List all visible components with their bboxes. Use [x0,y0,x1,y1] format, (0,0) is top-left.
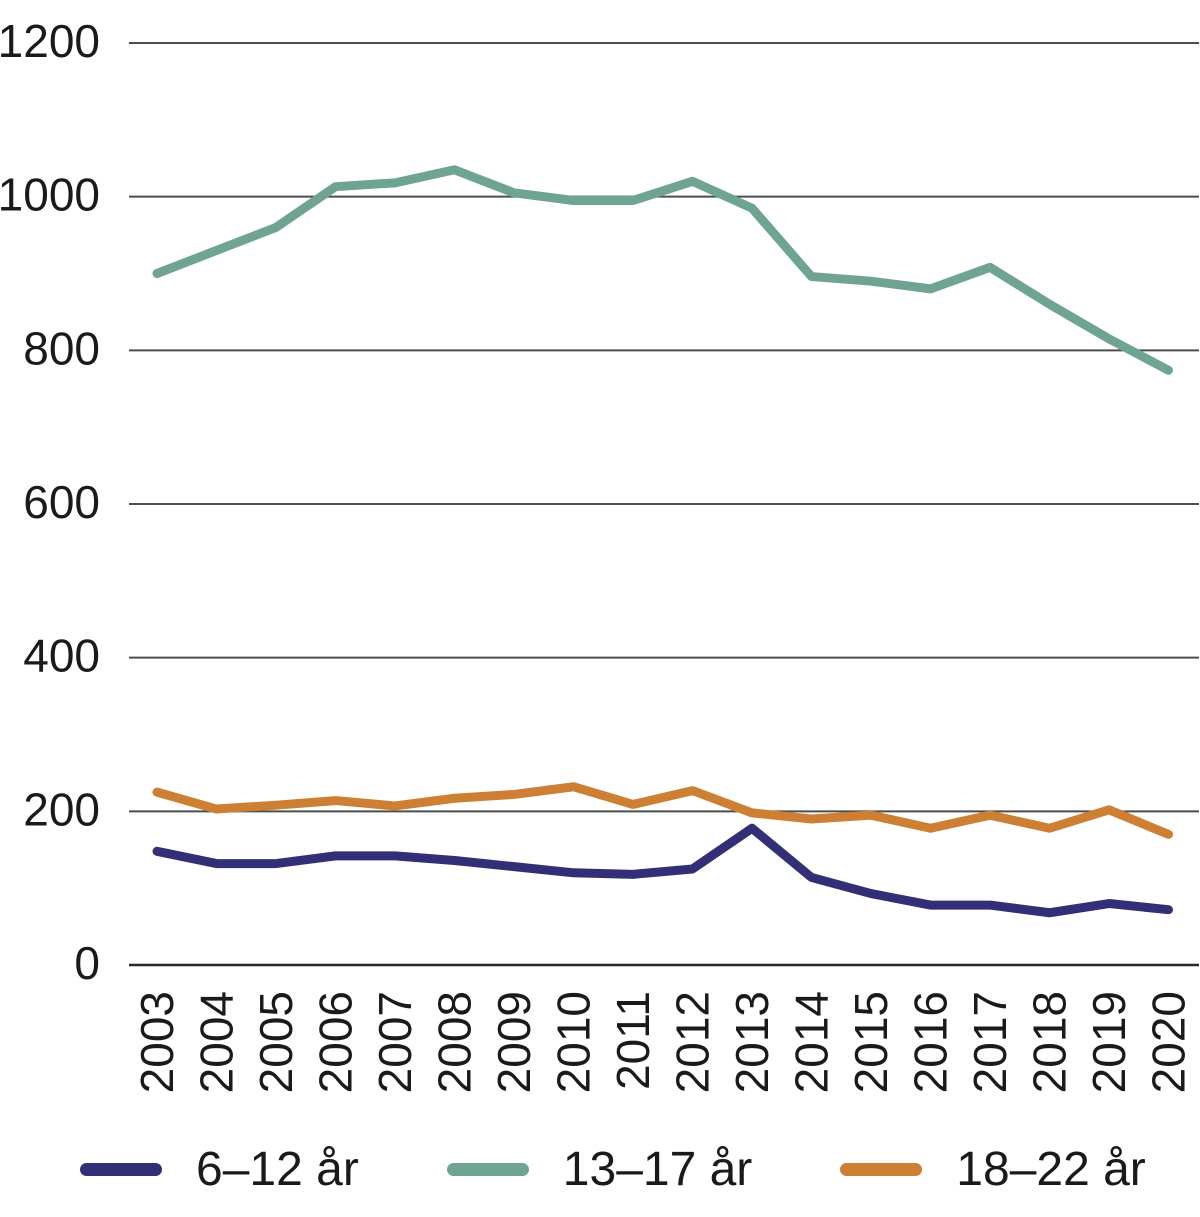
y-tick-label: 400 [23,630,100,682]
y-tick-label: 600 [23,476,100,528]
series-line-18-22-r [152,782,1173,839]
x-tick-label: 2019 [1083,991,1135,1093]
y-tick-label: 200 [23,783,100,835]
x-tick-label: 2007 [369,991,421,1093]
legend-label: 18–22 år [956,1143,1146,1196]
y-tick-label: 800 [23,322,100,374]
legend-line-swatch-icon [80,1163,162,1176]
series-line-13-17-r [152,165,1173,375]
legend-item-18-22-ar: 18–22 år [840,1142,1146,1197]
x-tick-label: 2011 [607,991,659,1090]
legend-item-6-12-ar: 6–12 år [80,1142,359,1197]
x-tick-label: 2009 [488,991,540,1093]
x-tick-label: 2013 [726,991,778,1093]
x-tick-label: 2008 [429,991,481,1093]
x-tick-label: 2006 [310,991,362,1093]
legend-item-13-17-ar: 13–17 år [446,1142,753,1197]
x-tick-label: 2015 [845,991,897,1093]
y-tick-label: 0 [74,937,100,989]
x-tick-label: 2012 [667,991,719,1093]
legend-label: 13–17 år [562,1143,753,1196]
legend-label: 6–12 år [196,1143,359,1196]
legend-line-swatch-icon [446,1163,529,1176]
series-line-6-12-r [152,823,1173,918]
x-tick-label: 2016 [905,991,957,1093]
x-tick-label: 2014 [786,991,838,1093]
y-tick-label: 1000 [0,169,100,221]
x-tick-label: 2004 [191,991,243,1093]
x-tick-label: 2010 [548,991,600,1093]
x-tick-label: 2003 [131,991,183,1093]
x-tick-label: 2018 [1024,991,1076,1093]
legend-line-swatch-icon [840,1163,923,1176]
x-tick-label: 2017 [964,991,1016,1093]
x-tick-label: 2005 [250,991,302,1093]
chart-legend: 6–12 år 13–17 år 18–22 år [0,1122,1200,1217]
y-tick-label: 1200 [0,15,100,67]
x-tick-label: 2020 [1143,991,1195,1093]
